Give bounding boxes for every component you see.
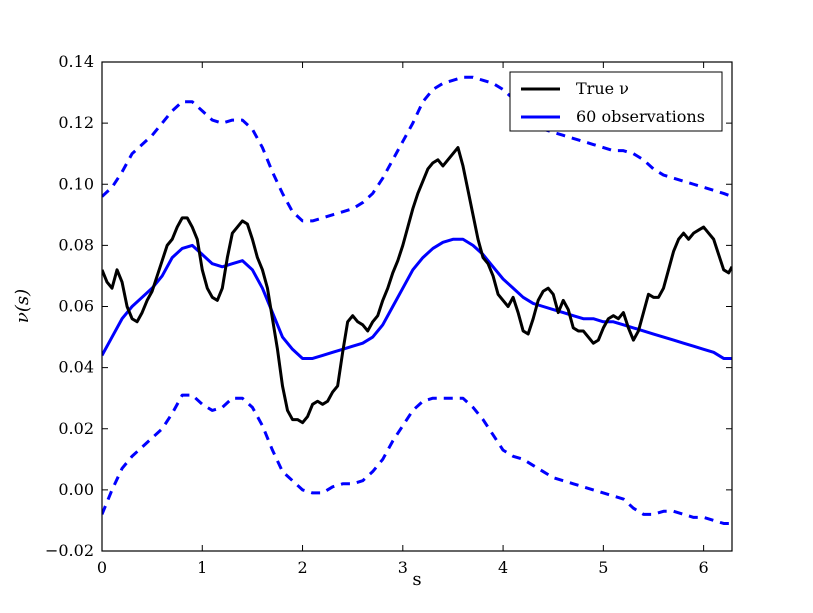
legend-box [509, 71, 723, 132]
legend-label-true-nu: True ν [576, 79, 629, 98]
x-axis-label: s [412, 569, 421, 590]
y-tick-label: 0.08 [58, 235, 94, 254]
x-tick-label: 2 [297, 558, 307, 577]
series-line-true-nu [102, 146, 732, 425]
x-tick-label: 4 [498, 558, 508, 577]
y-axis: −0.02 0.00 0.02 0.04 0.06 0.08 0.10 0.12 0.14 [45, 52, 732, 560]
x-tick-label: 1 [197, 558, 207, 577]
x-tick-label: 5 [598, 558, 608, 577]
y-tick-label: 0.02 [58, 419, 94, 438]
legend-label-60-observations: 60 observations [576, 107, 705, 126]
series-line-lower-bound [102, 393, 732, 525]
series-layer [102, 75, 732, 525]
y-tick-label: 0.06 [58, 297, 94, 316]
y-tick-label: 0.14 [58, 52, 94, 71]
y-axis-label: ν(s) [12, 289, 33, 323]
x-axis: 0 1 2 3 4 5 6 [97, 62, 709, 577]
y-tick-label: 0.00 [58, 480, 94, 499]
x-tick-label: 0 [97, 558, 107, 577]
y-tick-label: 0.04 [58, 358, 94, 377]
y-tick-label: 0.10 [58, 174, 94, 193]
x-tick-label: 6 [699, 558, 709, 577]
legend: True ν 60 observations [509, 71, 723, 132]
series-line-upper-bound [102, 75, 732, 223]
y-tick-label: −0.02 [45, 541, 94, 560]
y-tick-label: 0.12 [58, 113, 94, 132]
x-tick-label: 3 [398, 558, 408, 577]
